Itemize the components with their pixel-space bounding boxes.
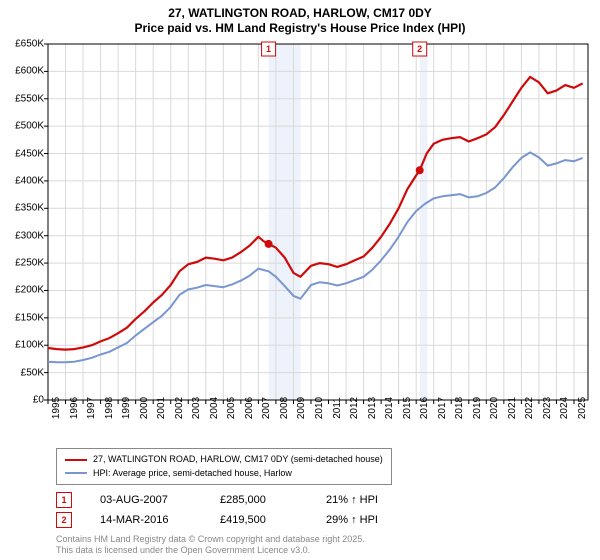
sale-row-2: 2 14-MAR-2016 £419,500 29% ↑ HPI bbox=[56, 512, 378, 528]
chart-svg: 12 bbox=[0, 38, 600, 438]
x-tick-label: 1998 bbox=[104, 397, 115, 419]
x-tick-label: 2019 bbox=[472, 397, 483, 419]
y-tick-label: £650K bbox=[2, 39, 44, 50]
x-tick-label: 2008 bbox=[279, 397, 290, 419]
y-tick-label: £50K bbox=[2, 367, 44, 378]
sale-date: 14-MAR-2016 bbox=[100, 514, 192, 526]
y-tick-label: £400K bbox=[2, 175, 44, 186]
x-tick-label: 2011 bbox=[332, 397, 343, 419]
sale-marker: 1 bbox=[56, 492, 72, 508]
x-tick-label: 2002 bbox=[174, 397, 185, 419]
x-tick-label: 1995 bbox=[51, 397, 62, 419]
attribution: Contains HM Land Registry data © Crown c… bbox=[56, 534, 365, 556]
x-tick-label: 2014 bbox=[384, 397, 395, 419]
sale-marker: 2 bbox=[56, 512, 72, 528]
x-tick-label: 2007 bbox=[261, 397, 272, 419]
title-subtitle: Price paid vs. HM Land Registry's House … bbox=[0, 21, 600, 36]
y-tick-label: £250K bbox=[2, 258, 44, 269]
x-tick-label: 2003 bbox=[191, 397, 202, 419]
x-tick-label: 2010 bbox=[314, 397, 325, 419]
x-tick-label: 2013 bbox=[367, 397, 378, 419]
attribution-line2: This data is licensed under the Open Gov… bbox=[56, 545, 365, 556]
legend: 27, WATLINGTON ROAD, HARLOW, CM17 0DY (s… bbox=[56, 448, 392, 485]
y-tick-label: £500K bbox=[2, 121, 44, 132]
x-tick-label: 2009 bbox=[296, 397, 307, 419]
x-tick-label: 2001 bbox=[156, 397, 167, 419]
x-tick-label: 2018 bbox=[454, 397, 465, 419]
legend-item-hpi: HPI: Average price, semi-detached house,… bbox=[65, 467, 383, 481]
sale-date: 03-AUG-2007 bbox=[100, 494, 192, 506]
x-tick-label: 2000 bbox=[139, 397, 150, 419]
chart-title: 27, WATLINGTON ROAD, HARLOW, CM17 0DY Pr… bbox=[0, 0, 600, 36]
x-tick-label: 2021 bbox=[507, 397, 518, 419]
title-address: 27, WATLINGTON ROAD, HARLOW, CM17 0DY bbox=[0, 6, 600, 21]
y-tick-label: £100K bbox=[2, 340, 44, 351]
sale-price: £285,000 bbox=[220, 494, 298, 506]
x-tick-label: 2016 bbox=[419, 397, 430, 419]
y-tick-label: £450K bbox=[2, 148, 44, 159]
x-tick-label: 2025 bbox=[577, 397, 588, 419]
x-tick-label: 2017 bbox=[437, 397, 448, 419]
x-tick-label: 2024 bbox=[559, 397, 570, 419]
legend-label: 27, WATLINGTON ROAD, HARLOW, CM17 0DY (s… bbox=[93, 453, 383, 467]
y-tick-label: £0 bbox=[2, 395, 44, 406]
y-tick-label: £600K bbox=[2, 66, 44, 77]
chart-area: 12 £0£50K£100K£150K£200K£250K£300K£350K£… bbox=[0, 38, 600, 438]
x-tick-label: 2004 bbox=[209, 397, 220, 419]
y-tick-label: £200K bbox=[2, 285, 44, 296]
x-tick-label: 2006 bbox=[244, 397, 255, 419]
sale-row-1: 1 03-AUG-2007 £285,000 21% ↑ HPI bbox=[56, 492, 378, 508]
x-tick-label: 2015 bbox=[402, 397, 413, 419]
x-tick-label: 1996 bbox=[69, 397, 80, 419]
attribution-line1: Contains HM Land Registry data © Crown c… bbox=[56, 534, 365, 545]
svg-text:2: 2 bbox=[417, 44, 422, 54]
x-tick-label: 1997 bbox=[86, 397, 97, 419]
x-tick-label: 1999 bbox=[121, 397, 132, 419]
x-tick-label: 2020 bbox=[489, 397, 500, 419]
legend-swatch bbox=[65, 472, 87, 474]
x-tick-label: 2022 bbox=[524, 397, 535, 419]
legend-label: HPI: Average price, semi-detached house,… bbox=[93, 467, 292, 481]
legend-item-price-paid: 27, WATLINGTON ROAD, HARLOW, CM17 0DY (s… bbox=[65, 453, 383, 467]
y-tick-label: £550K bbox=[2, 93, 44, 104]
y-tick-label: £150K bbox=[2, 312, 44, 323]
svg-text:1: 1 bbox=[266, 44, 271, 54]
y-tick-label: £300K bbox=[2, 230, 44, 241]
x-tick-label: 2023 bbox=[542, 397, 553, 419]
y-tick-label: £350K bbox=[2, 203, 44, 214]
x-tick-label: 2005 bbox=[226, 397, 237, 419]
sale-price: £419,500 bbox=[220, 514, 298, 526]
sale-delta: 29% ↑ HPI bbox=[326, 514, 378, 526]
sales-table: 1 03-AUG-2007 £285,000 21% ↑ HPI 2 14-MA… bbox=[56, 492, 378, 532]
sale-delta: 21% ↑ HPI bbox=[326, 494, 378, 506]
legend-swatch bbox=[65, 459, 87, 461]
x-tick-label: 2012 bbox=[349, 397, 360, 419]
